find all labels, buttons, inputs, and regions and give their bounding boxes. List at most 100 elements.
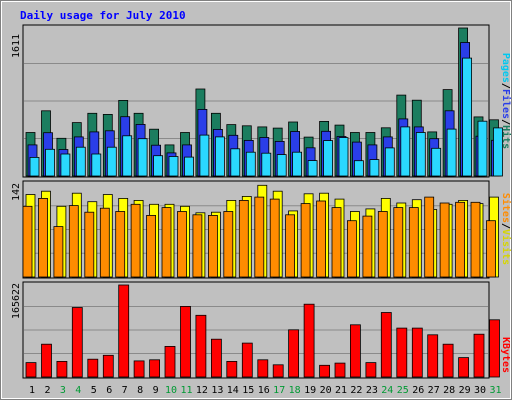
bar-sites-day-16 <box>254 196 265 278</box>
bar-pages-day-27 <box>431 147 442 177</box>
legend-hits: Hits <box>500 125 512 149</box>
bar-sites-day-1 <box>22 205 33 278</box>
bar-sites-day-9 <box>146 214 157 278</box>
bot-panel-max-label: 165622 <box>11 283 22 319</box>
bar-sites-day-3 <box>53 226 64 278</box>
bar-kbytes-day-13 <box>210 338 222 378</box>
bar-pages-day-15 <box>245 151 256 177</box>
bar-kbytes-day-23 <box>365 362 377 378</box>
x-tick-label-15: 15 <box>242 385 254 396</box>
bar-sites-day-5 <box>84 211 95 278</box>
x-tick-label-21: 21 <box>335 385 347 396</box>
bar-pages-day-1 <box>29 156 40 177</box>
bar-kbytes-day-6 <box>102 354 114 378</box>
bar-sites-day-14 <box>223 211 234 278</box>
bar-kbytes-day-3 <box>56 360 68 378</box>
bar-pages-day-2 <box>45 148 55 177</box>
x-tick-label-5: 5 <box>91 385 97 396</box>
x-tick-label-23: 23 <box>366 385 378 396</box>
bar-kbytes-day-22 <box>349 324 361 378</box>
bar-kbytes-day-5 <box>87 358 99 378</box>
bar-pages-day-24 <box>384 147 395 177</box>
bar-pages-day-11 <box>184 156 194 177</box>
bar-kbytes-day-20 <box>319 364 331 378</box>
bar-pages-day-10 <box>168 156 179 177</box>
legend-slash-3: / <box>500 223 511 229</box>
bar-sites-day-31 <box>486 220 496 278</box>
bar-sites-day-24 <box>377 211 388 278</box>
legend-slash-1: / <box>500 83 511 89</box>
x-axis-tick-labels: 1 2 3 4 5 6 7 8 9 10 11 12 13 14 15 16 17 18 19 20 21 22 23 24 2… <box>29 385 502 396</box>
x-tick-label-7: 7 <box>122 385 128 396</box>
bar-kbytes-day-24 <box>380 312 392 378</box>
x-tick-label-18: 18 <box>289 385 301 396</box>
bar-pages-day-8 <box>137 138 148 177</box>
x-tick-label-3: 3 <box>60 385 66 396</box>
bar-kbytes-day-4 <box>71 307 83 378</box>
bar-pages-day-22 <box>353 160 364 177</box>
bar-pages-day-3 <box>60 153 71 177</box>
bar-pages-day-28 <box>446 128 457 177</box>
legend-mid: Sites/Visits <box>500 193 512 265</box>
legend-files: Files <box>500 89 512 119</box>
x-tick-label-16: 16 <box>258 385 270 396</box>
bar-kbytes-day-8 <box>133 360 145 378</box>
legend-pages: Pages <box>500 53 511 83</box>
bar-kbytes-day-11 <box>180 305 191 378</box>
bar-pages-day-7 <box>122 135 133 177</box>
bar-kbytes-day-28 <box>442 343 454 378</box>
legend-sites: Sites <box>500 193 512 223</box>
legend-slash-2: / <box>500 119 511 125</box>
bar-pages-day-17 <box>276 154 287 177</box>
bar-pages-day-21 <box>338 137 349 177</box>
bar-sites-day-4 <box>68 205 79 278</box>
x-tick-label-17: 17 <box>273 385 285 396</box>
x-tick-label-4: 4 <box>75 385 81 396</box>
bar-sites-day-21 <box>331 207 342 278</box>
bar-sites-day-28 <box>439 202 450 278</box>
bar-kbytes-day-30 <box>473 333 485 378</box>
bar-kbytes-day-12 <box>195 314 207 378</box>
bar-kbytes-day-29 <box>458 357 470 378</box>
bar-sites-day-19 <box>300 203 311 278</box>
bar-kbytes-day-15 <box>241 342 253 378</box>
bar-kbytes-day-9 <box>149 359 161 378</box>
bar-pages-day-23 <box>369 159 380 177</box>
x-tick-label-19: 19 <box>304 385 316 396</box>
x-tick-label-20: 20 <box>320 385 332 396</box>
x-tick-label-12: 12 <box>196 385 208 396</box>
bar-pages-day-18 <box>292 151 303 177</box>
x-tick-label-29: 29 <box>459 385 471 396</box>
bar-kbytes-day-1 <box>25 362 37 378</box>
bar-sites-day-22 <box>346 220 357 278</box>
bar-pages-day-19 <box>307 160 318 177</box>
bar-pages-day-12 <box>199 134 210 177</box>
bar-sites-day-29 <box>455 201 466 278</box>
x-tick-label-1: 1 <box>29 385 35 396</box>
bar-sites-day-27 <box>424 196 435 278</box>
x-tick-label-25: 25 <box>397 385 409 396</box>
bar-pages-day-30 <box>477 120 488 177</box>
x-tick-label-26: 26 <box>412 385 424 396</box>
bar-sites-day-8 <box>130 203 141 278</box>
bar-sites-day-7 <box>115 211 126 278</box>
bars-layer <box>22 27 503 378</box>
legend-visits: Visits <box>500 229 512 265</box>
bar-kbytes-day-19 <box>303 303 315 378</box>
bar-sites-day-10 <box>161 207 172 278</box>
top-panel-max-label: 1611 <box>11 34 22 58</box>
bar-pages-day-26 <box>415 132 426 177</box>
bar-kbytes-day-18 <box>288 329 300 378</box>
bar-pages-day-13 <box>214 136 225 177</box>
bar-kbytes-day-2 <box>41 343 52 378</box>
x-tick-label-8: 8 <box>137 385 143 396</box>
x-tick-label-14: 14 <box>227 385 239 396</box>
bar-pages-day-20 <box>323 140 334 177</box>
bar-kbytes-day-27 <box>427 334 439 378</box>
bar-kbytes-day-10 <box>164 345 176 378</box>
bar-sites-day-20 <box>316 200 327 278</box>
bar-kbytes-day-7 <box>118 284 130 378</box>
